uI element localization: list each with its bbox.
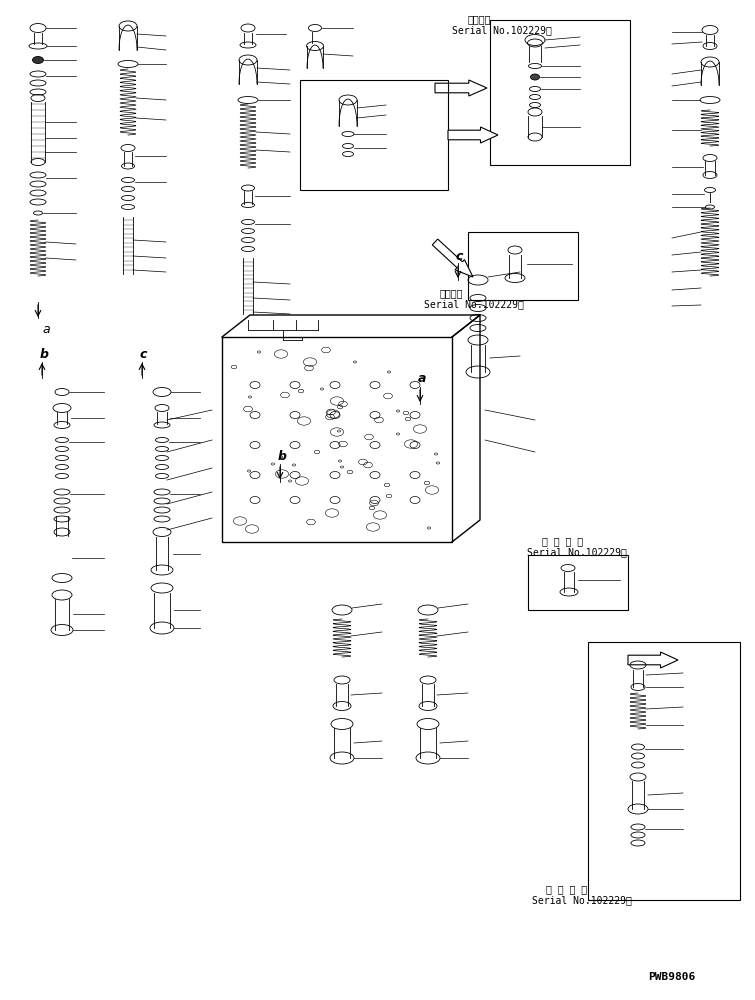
- Bar: [588, 642, 740, 900]
- Ellipse shape: [531, 74, 540, 80]
- Text: a: a: [42, 323, 50, 336]
- Text: c: c: [140, 348, 147, 361]
- Bar: [490, 20, 630, 165]
- Text: Serial No.102229～: Serial No.102229～: [532, 895, 632, 905]
- Text: b: b: [278, 450, 287, 463]
- Text: 適 用 号 機: 適 用 号 機: [542, 536, 583, 546]
- Bar: [300, 80, 448, 190]
- Ellipse shape: [32, 56, 44, 64]
- Text: Serial No.102229～: Serial No.102229～: [452, 25, 552, 35]
- Text: 適用号機: 適用号機: [440, 288, 464, 298]
- Bar: [528, 555, 628, 610]
- Polygon shape: [628, 652, 678, 668]
- Polygon shape: [433, 239, 473, 277]
- Text: Serial No.102229～: Serial No.102229～: [424, 299, 524, 309]
- Text: b: b: [40, 348, 49, 361]
- Text: PWB9806: PWB9806: [648, 972, 695, 982]
- Ellipse shape: [525, 34, 545, 45]
- Bar: [222, 337, 452, 542]
- Text: Serial No.102229～: Serial No.102229～: [527, 547, 627, 557]
- Text: 適 用 号 機: 適 用 号 機: [546, 884, 587, 894]
- Bar: [468, 232, 578, 300]
- Polygon shape: [448, 127, 498, 143]
- Polygon shape: [435, 80, 487, 96]
- Text: a: a: [418, 372, 427, 385]
- Text: c: c: [456, 250, 464, 263]
- Text: 適用号機: 適用号機: [468, 14, 492, 24]
